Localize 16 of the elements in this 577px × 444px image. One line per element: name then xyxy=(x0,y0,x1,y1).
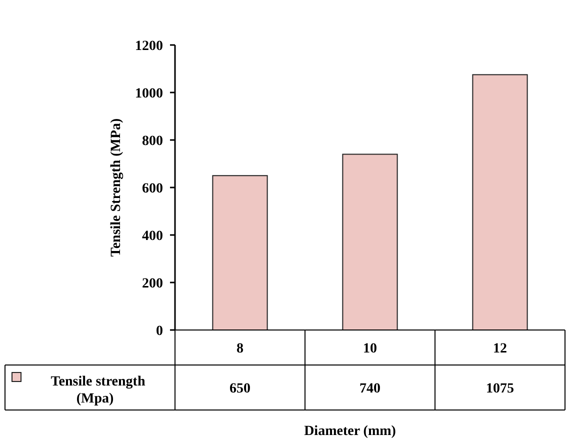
y-tick-label: 1200 xyxy=(135,38,163,54)
legend-label: Tensile strength (Mpa) xyxy=(50,374,146,406)
data-label: 1075 xyxy=(486,381,514,396)
y-axis-title: Tensile Strength (MPa) xyxy=(109,118,124,257)
x-tick-label: 12 xyxy=(493,341,507,356)
y-tick-label: 800 xyxy=(142,134,163,149)
y-tick-label: 200 xyxy=(142,276,163,292)
data-label: 650 xyxy=(230,381,250,396)
x-tick-label: 8 xyxy=(236,341,244,356)
data-label: 740 xyxy=(360,381,380,396)
y-tick-label: 400 xyxy=(142,228,163,244)
x-tick-label: 10 xyxy=(363,341,377,356)
y-tick-label: 600 xyxy=(142,181,163,196)
x-axis-title: Diameter (mm) xyxy=(304,424,396,439)
y-tick-label: 0 xyxy=(156,324,163,339)
y-tick-label: 1000 xyxy=(135,86,163,102)
